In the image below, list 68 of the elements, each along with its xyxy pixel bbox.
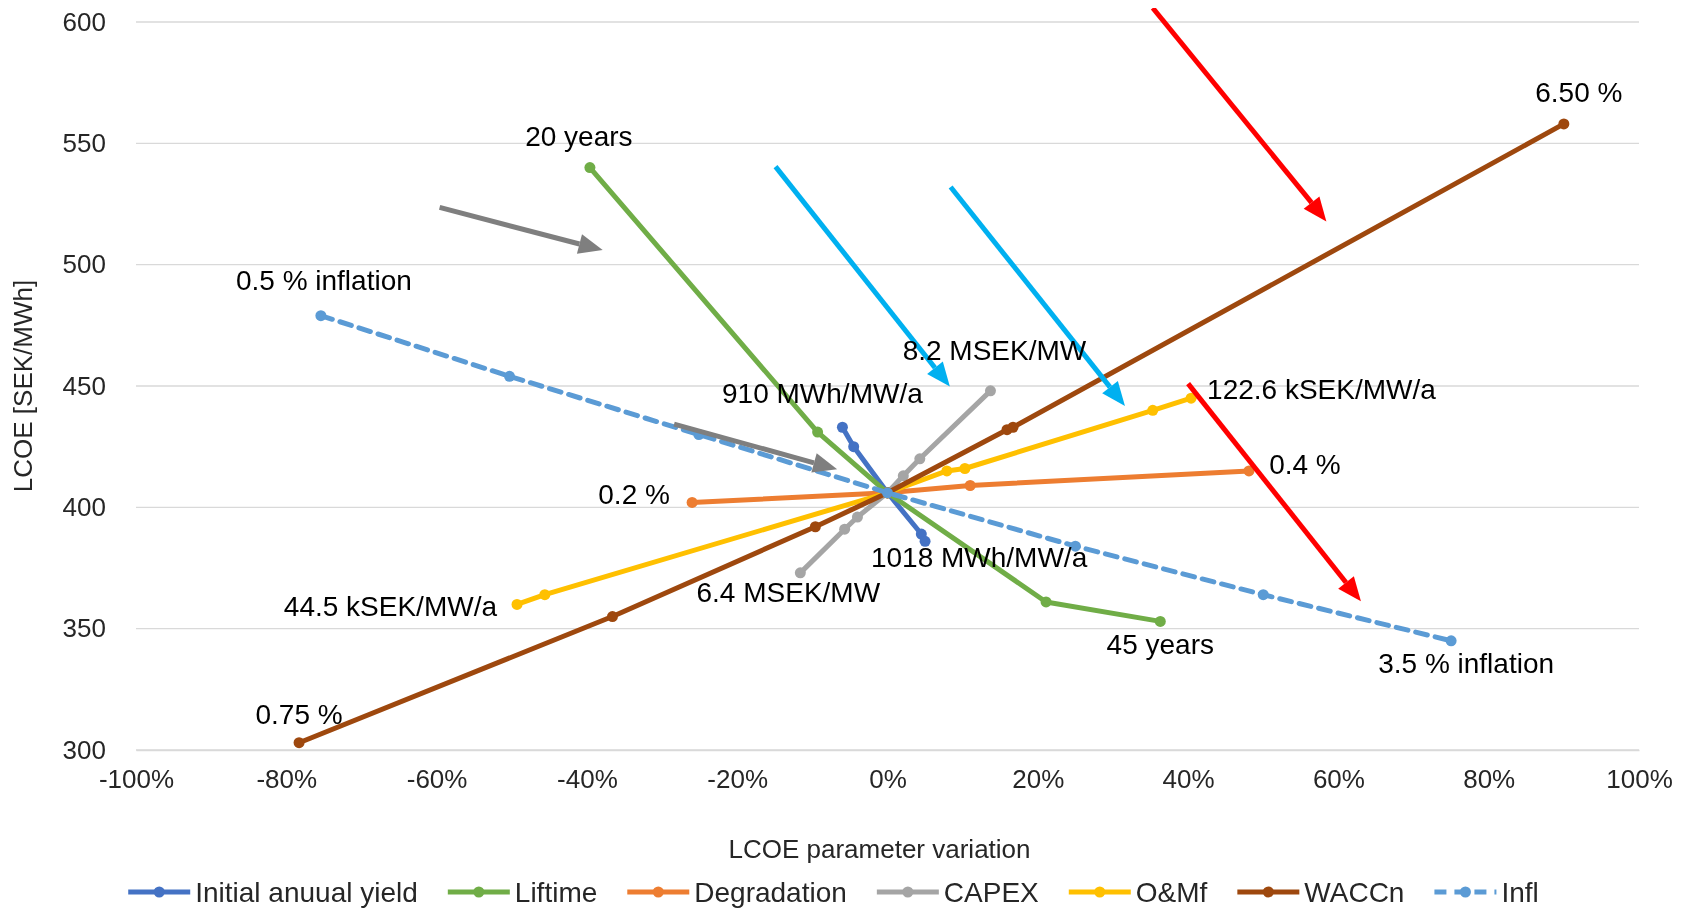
point (1558, 118, 1570, 130)
point (1257, 589, 1269, 601)
x-tick-label: -40% (557, 764, 618, 795)
annotation: 44.5 kSEK/MW/a (283, 591, 498, 623)
point (941, 465, 953, 477)
annotation: 0.4 % (1269, 448, 1341, 480)
point (914, 453, 926, 465)
point (1007, 421, 1019, 433)
point (959, 463, 971, 475)
annotation: 0.5 % inflation (235, 265, 412, 297)
y-axis-title: LCOE [SEK/MWh] (8, 279, 38, 493)
legend-label: Degradation (694, 876, 847, 908)
point (606, 611, 618, 623)
point (504, 370, 515, 382)
point (315, 310, 327, 322)
point (511, 598, 523, 610)
y-tick-label: 600 (62, 6, 106, 37)
point (851, 511, 863, 523)
x-tick-label: 80% (1463, 764, 1516, 795)
x-tick-label: 40% (1162, 764, 1215, 795)
legend-label: Initial anuual yield (195, 876, 418, 908)
point (293, 737, 305, 749)
point (686, 496, 698, 508)
point (897, 470, 909, 482)
point (836, 421, 848, 433)
annotation: 0.75 % (255, 698, 343, 730)
annotation: 6.50 % (1535, 76, 1623, 108)
y-tick-label: 450 (62, 370, 106, 401)
x-tick-label: 20% (1012, 764, 1065, 795)
legend-label: WACCn (1304, 876, 1405, 908)
annotation: 20 years (525, 121, 633, 153)
x-tick-label: 0% (869, 764, 907, 795)
y-tick-label: 500 (62, 249, 106, 280)
point (812, 426, 824, 438)
x-tick-label: 100% (1606, 764, 1673, 795)
y-tick-label: 300 (62, 734, 106, 765)
point (584, 162, 596, 174)
annotation: 0.2 % (598, 479, 670, 511)
point (919, 535, 931, 547)
point (1147, 404, 1159, 416)
x-tick-label: -20% (707, 764, 769, 795)
point (1185, 392, 1197, 404)
legend-label: CAPEX (943, 876, 1040, 908)
x-axis-title: LCOE parameter variation (728, 834, 1031, 864)
x-tick-label: -80% (256, 764, 318, 795)
legend-label: O&Mf (1135, 876, 1208, 908)
y-tick-label: 350 (62, 613, 106, 644)
y-tick-label: 400 (62, 492, 106, 523)
x-tick-label: 60% (1312, 764, 1365, 795)
point (1154, 615, 1166, 627)
point (1040, 596, 1052, 608)
point (1445, 635, 1457, 647)
legend-label: Liftime (514, 876, 598, 908)
legend-label: Infl (1501, 876, 1539, 908)
point (848, 441, 860, 453)
point (794, 567, 806, 579)
point (809, 521, 821, 533)
annotation: 6.4 MSEK/MW (696, 576, 881, 608)
y-tick-label: 550 (62, 128, 106, 159)
point (839, 523, 851, 535)
point (984, 385, 996, 397)
x-tick-label: -100% (98, 764, 175, 795)
annotation: 3.5 % inflation (1378, 647, 1555, 679)
point (539, 589, 551, 601)
annotation: 122.6 kSEK/MW/a (1207, 373, 1437, 405)
x-tick-label: -60% (406, 764, 468, 795)
annotation: 45 years (1106, 629, 1214, 661)
point (964, 479, 976, 491)
